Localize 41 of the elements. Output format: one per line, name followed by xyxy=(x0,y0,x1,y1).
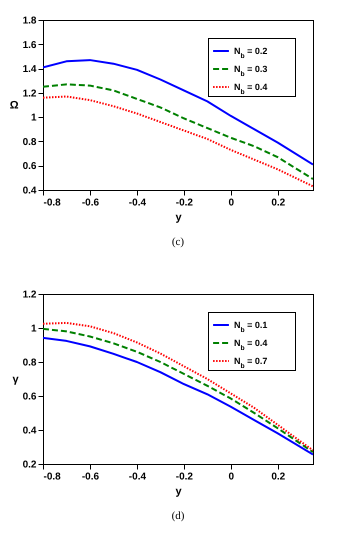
legend-label: N$_{b}$ = 0.1 xyxy=(234,320,268,334)
x-tick-label: 0 xyxy=(228,198,235,208)
text: (c) xyxy=(172,236,184,248)
y-tick-label: 0.4 xyxy=(22,426,37,436)
y-tick-label: 1.2 xyxy=(22,88,37,100)
text: (d) xyxy=(172,510,185,522)
y-axis-title: γ xyxy=(12,374,20,386)
legend-label: N$_{b}$ = 0.3 xyxy=(234,64,268,78)
legend-label: N$_{b}$ = 0.2 xyxy=(234,46,268,60)
legend-label: N$_{b}$ = 0.4 xyxy=(234,338,268,352)
x-tick-label: 0.2 xyxy=(271,472,286,482)
x-tick-label: 0 xyxy=(228,472,235,482)
legend-label: N$_{b}$ = 0.7 xyxy=(234,356,268,370)
x-tick-label: -0.4 xyxy=(128,198,146,208)
x-tick-label: -0.6 xyxy=(82,198,100,208)
y-tick-label: 0.6 xyxy=(22,161,37,172)
x-tick-label: -0.2 xyxy=(176,472,194,482)
y-tick-label: 1.6 xyxy=(22,40,37,51)
legend-label: N$_{b}$ = 0.4 xyxy=(234,82,268,96)
line-series xyxy=(43,83,313,180)
y-axis-title: Ω xyxy=(10,100,19,112)
y-tick-label: 1 xyxy=(30,112,37,124)
y-tick-label: 0.4 xyxy=(22,186,37,196)
y-tick-label: 0.8 xyxy=(22,358,37,368)
line-series xyxy=(43,59,313,166)
x-tick-label: 0.2 xyxy=(271,198,286,208)
y-tick-label: 0.8 xyxy=(22,136,37,148)
x-tick-label: -0.6 xyxy=(82,472,100,482)
y-tick-label: 1.8 xyxy=(22,16,37,26)
y-tick-label: 0.2 xyxy=(22,460,37,470)
y-tick-label: 1.4 xyxy=(22,64,37,76)
x-tick-label: -0.8 xyxy=(44,472,62,482)
x-tick-label: -0.8 xyxy=(44,198,62,208)
y-tick-label: 1.2 xyxy=(22,290,37,300)
x-tick-label: -0.4 xyxy=(128,472,146,482)
x-axis-title: y xyxy=(175,212,182,224)
x-tick-label: -0.2 xyxy=(176,198,194,208)
y-tick-label: 1 xyxy=(30,324,37,334)
y-tick-label: 0.6 xyxy=(22,392,37,402)
x-axis-title: y xyxy=(175,486,182,498)
line-series xyxy=(43,96,313,188)
